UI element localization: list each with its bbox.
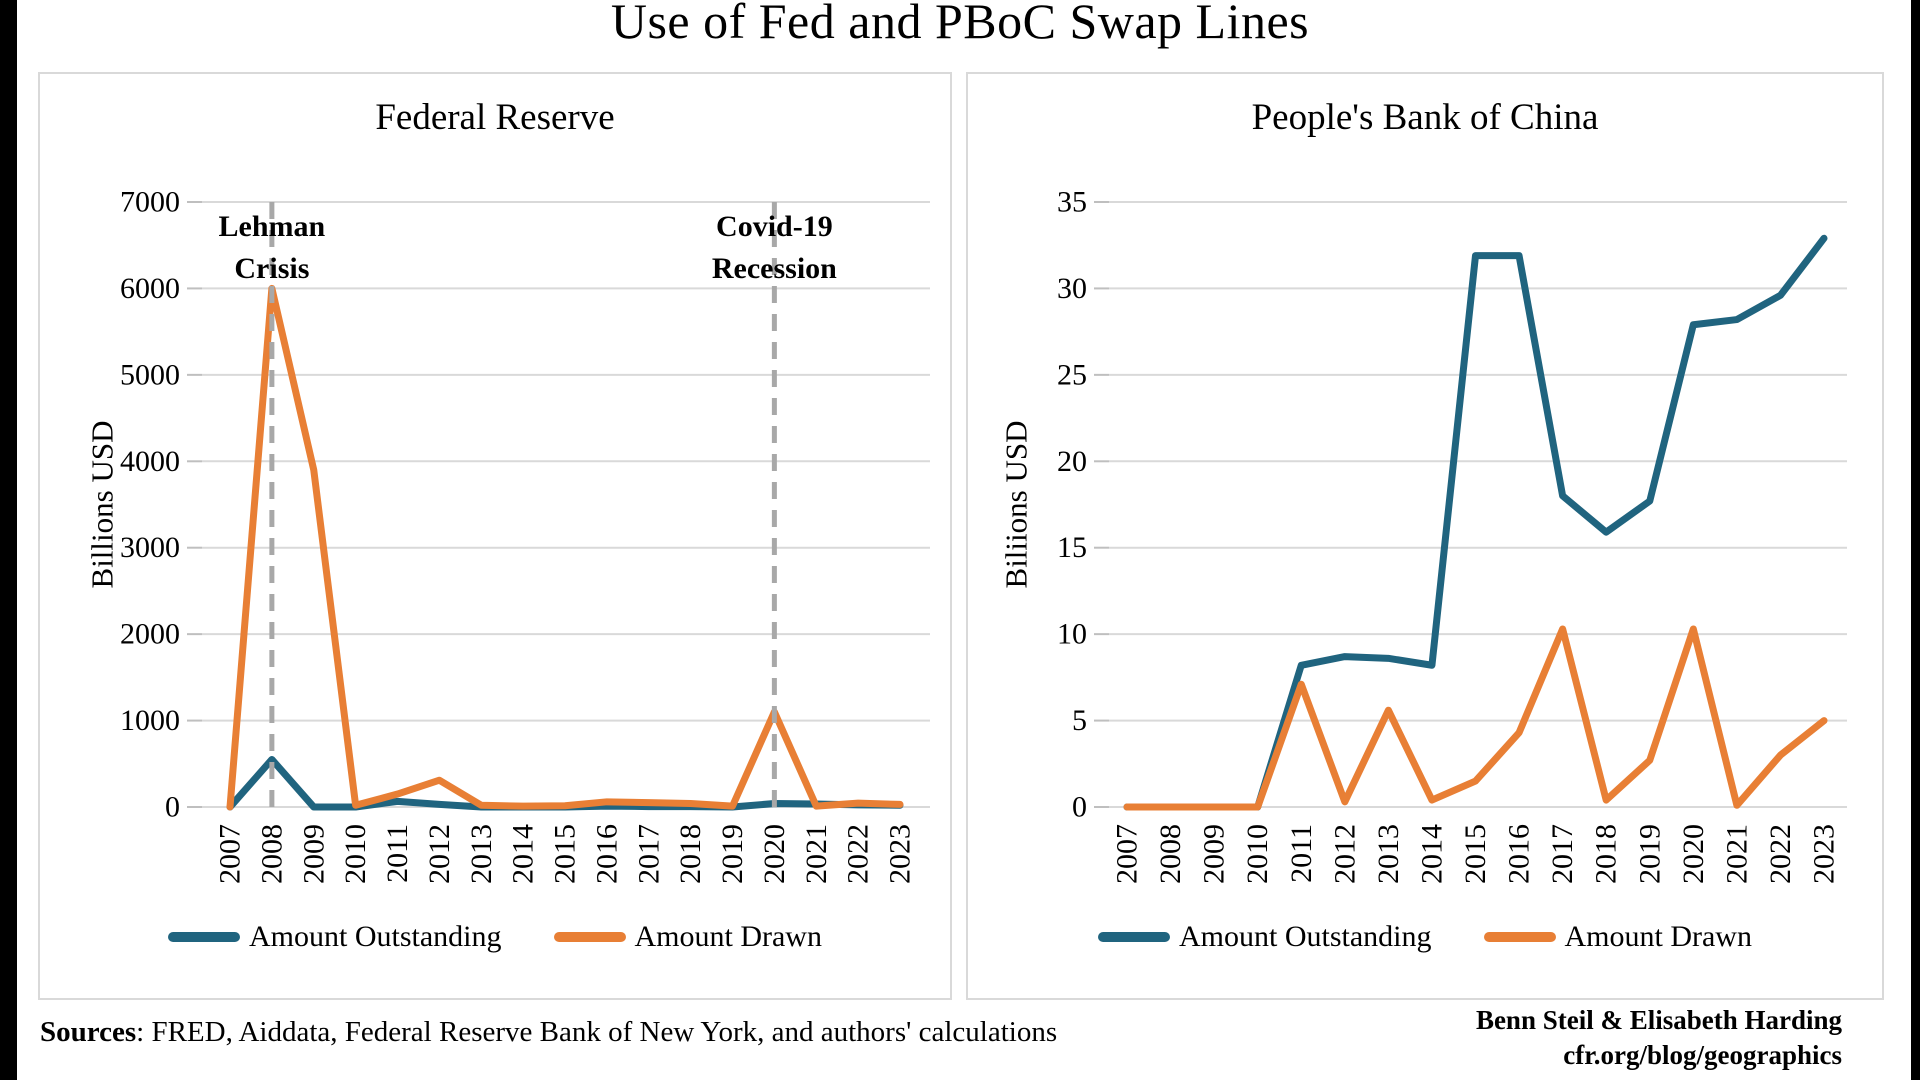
y-tick-label: 35 (1057, 186, 1087, 219)
y-tick-label: 25 (1057, 358, 1087, 391)
legend-label-outstanding: Amount Outstanding (249, 920, 502, 953)
x-tick-label: 2021 (800, 824, 833, 884)
credit-url: cfr.org/blog/geographics (1563, 1040, 1842, 1070)
x-tick-label: 2016 (1503, 824, 1536, 884)
x-tick-label: 2011 (1285, 824, 1318, 883)
sources-label: Sources (40, 1016, 137, 1048)
legend-pboc: Amount Outstanding Amount Drawn (968, 920, 1882, 954)
x-tick-label: 2016 (590, 824, 623, 884)
x-tick-label: 2021 (1720, 824, 1753, 884)
x-tick-label: 2017 (1546, 824, 1579, 884)
legend-label-drawn: Amount Drawn (634, 920, 822, 953)
y-tick-label: 1000 (120, 704, 180, 737)
x-tick-label: 2019 (1633, 824, 1666, 884)
left-black-edge-bar (0, 0, 17, 1080)
x-tick-label: 2018 (674, 824, 707, 884)
legend-swatch-drawn (1483, 932, 1556, 942)
y-axis-title: Billions USD (85, 421, 120, 589)
legend-label-drawn: Amount Drawn (1564, 920, 1752, 953)
x-tick-label: 2023 (1808, 824, 1841, 884)
legend-swatch-outstanding (1098, 932, 1170, 942)
pboc-chart: 0 5 10 15 20 25 30 35 2007 2008 2009 2010 2011 2012 20… (999, 186, 1847, 884)
legend-swatch-outstanding (168, 932, 240, 942)
x-tick-label: 2013 (465, 824, 498, 884)
y-tick-label: 3000 (120, 531, 180, 564)
legend-label-outstanding: Amount Outstanding (1179, 920, 1432, 953)
x-tick-label: 2009 (297, 824, 330, 884)
x-tick-label: 2007 (1111, 824, 1144, 884)
y-tick-label: 30 (1057, 272, 1087, 305)
legend-item-drawn: Amount Drawn (553, 920, 822, 954)
series-line-amount-drawn (226, 284, 904, 811)
legend-item-drawn: Amount Drawn (1483, 920, 1752, 954)
sources-line: Sources: FRED, Aiddata, Federal Reserve … (40, 1016, 1057, 1049)
x-tick-label: 2014 (1415, 824, 1448, 884)
x-tick-label: 2014 (507, 824, 540, 884)
y-tick-label: 2000 (120, 618, 180, 651)
federal-reserve-chart: 0 1000 2000 3000 4000 5000 6000 7000 Lehman Crisi… (85, 186, 930, 884)
panel-title-federal-reserve: Federal Reserve (375, 97, 615, 138)
x-tick-label: 2020 (758, 824, 791, 884)
x-tick-label: 2015 (549, 824, 582, 884)
y-tick-label: 10 (1057, 618, 1087, 651)
annotation-label: Covid-19 (716, 210, 833, 243)
y-tick-label: 0 (165, 791, 180, 824)
legend-item-outstanding: Amount Outstanding (1098, 920, 1432, 954)
figure-title: Use of Fed and PBoC Swap Lines (610, 0, 1310, 49)
legend-federal-reserve: Amount Outstanding Amount Drawn (40, 920, 950, 954)
y-axis-title: Biliions USD (999, 421, 1034, 589)
x-tick-label: 2012 (423, 824, 456, 884)
sources-text: : FRED, Aiddata, Federal Reserve Bank of… (136, 1016, 1058, 1048)
x-tick-label: 2007 (214, 824, 247, 884)
x-tick-label: 2022 (842, 824, 875, 884)
x-tick-label: 2008 (1154, 824, 1187, 884)
x-tick-label: 2023 (884, 824, 917, 884)
y-tick-label: 6000 (120, 272, 180, 305)
legend-item-outstanding: Amount Outstanding (168, 920, 502, 954)
x-tick-label: 2022 (1764, 824, 1797, 884)
x-tick-label: 2015 (1459, 824, 1492, 884)
panel-federal-reserve: 0 1000 2000 3000 4000 5000 6000 7000 Lehman Crisi… (38, 72, 952, 1000)
y-tick-label: 7000 (120, 186, 180, 219)
annotation-label: Crisis (234, 252, 309, 285)
panel-title-pboc: People's Bank of China (1251, 97, 1599, 138)
x-tick-label: 2013 (1372, 824, 1405, 884)
y-tick-label: 5 (1072, 704, 1087, 737)
y-tick-label: 0 (1072, 791, 1087, 824)
x-tick-label: 2010 (339, 824, 372, 884)
x-tick-label: 2012 (1328, 824, 1361, 884)
credit-authors: Benn Steil & Elisabeth Harding (1475, 1005, 1842, 1035)
x-tick-label: 2010 (1241, 824, 1274, 884)
annotation-label: Lehman (219, 210, 326, 243)
annotation-label: Recession (712, 252, 837, 285)
x-tick-label: 2017 (632, 824, 665, 884)
legend-swatch-drawn (553, 932, 626, 942)
x-tick-label: 2020 (1677, 824, 1710, 884)
panel-pboc: 0 5 10 15 20 25 30 35 2007 2008 2009 2010 2011 2012 20… (966, 72, 1884, 1000)
series-line-amount-drawn (1123, 625, 1828, 811)
x-tick-label: 2009 (1198, 824, 1231, 884)
y-tick-label: 15 (1057, 531, 1087, 564)
x-tick-label: 2019 (716, 824, 749, 884)
y-tick-label: 20 (1057, 445, 1087, 478)
x-tick-label: 2011 (381, 824, 414, 883)
x-tick-label: 2018 (1590, 824, 1623, 884)
x-tick-label: 2008 (255, 824, 288, 884)
y-tick-label: 5000 (120, 358, 180, 391)
right-black-edge-bar (1911, 0, 1920, 1080)
y-tick-label: 4000 (120, 445, 180, 478)
credit-block: Benn Steil & Elisabeth Harding cfr.org/b… (1476, 1003, 1842, 1073)
